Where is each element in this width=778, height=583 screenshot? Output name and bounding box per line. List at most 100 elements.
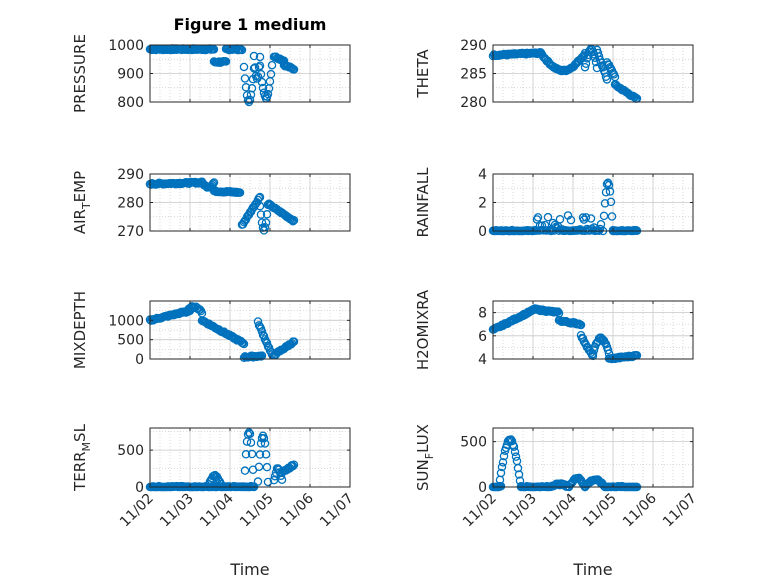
data-point — [289, 65, 299, 74]
data-point — [255, 450, 265, 459]
data-point — [586, 214, 596, 223]
data-point — [499, 451, 509, 461]
data-point — [245, 429, 255, 439]
data-series — [488, 435, 642, 492]
data-point — [600, 199, 610, 208]
data-point — [512, 456, 522, 466]
x-tick-label: 11/03 — [157, 491, 197, 531]
data-point — [555, 214, 565, 224]
subplot-4: 0 2 4 RAINFALL — [414, 167, 694, 240]
y-axis-label: MIXDEPTH — [71, 291, 89, 369]
data-series — [145, 428, 299, 492]
data-point — [599, 211, 609, 221]
y-tick-label: 290 — [117, 167, 144, 183]
data-point — [289, 215, 299, 225]
y-axis-label: H2OMIXRA — [414, 289, 432, 370]
data-point — [289, 337, 299, 346]
x-tick-label: 11/03 — [500, 491, 540, 531]
data-point — [249, 51, 259, 61]
data-point — [496, 468, 506, 478]
data-point — [240, 74, 250, 83]
y-tick-label: 500 — [460, 435, 487, 451]
y-axis-label: SUNFLUX — [414, 424, 436, 491]
data-point — [600, 338, 610, 348]
data-point — [267, 60, 277, 70]
data-point — [246, 438, 256, 447]
x-tick-label: 11/02 — [460, 491, 500, 531]
data-point — [247, 449, 257, 459]
x-axis-label: Time — [572, 560, 612, 579]
figure-title: Figure 1 medium — [174, 15, 327, 34]
data-point — [574, 319, 584, 328]
y-tick-label: 280 — [117, 196, 144, 212]
data-point — [244, 428, 254, 437]
data-series — [488, 44, 642, 103]
subplot-3: 270 280 290 AIRTEMP — [71, 167, 351, 240]
subplot-8: 0 500 SUNFLUX 11/02 11/03 11/04 11/05 11/06 11/0… — [414, 424, 700, 579]
data-point — [261, 450, 271, 459]
data-point — [238, 338, 248, 348]
data-point — [241, 83, 251, 92]
data-point — [262, 210, 272, 219]
data-point — [287, 63, 297, 73]
data-point — [289, 460, 299, 470]
data-point — [221, 57, 231, 66]
y-tick-label: 280 — [460, 95, 487, 111]
subplot-5: 0 500 1000 MIXDEPTH — [71, 291, 351, 369]
data-point — [262, 462, 272, 472]
y-axis-label: AIRTEMP — [71, 171, 93, 234]
data-point — [580, 62, 590, 72]
data-point — [533, 213, 543, 222]
x-tick-label: 11/07 — [660, 491, 700, 531]
data-point — [543, 212, 553, 222]
x-tick-label: 11/02 — [117, 491, 157, 531]
y-tick-label: 290 — [460, 38, 487, 54]
y-axis-label: RAINFALL — [414, 167, 432, 238]
y-tick-label: 900 — [117, 67, 144, 83]
x-tick-label: 11/04 — [197, 490, 237, 530]
y-tick-label: 0 — [478, 224, 487, 240]
data-point — [255, 201, 265, 211]
data-point — [258, 330, 268, 340]
data-point — [513, 463, 523, 473]
y-tick-label: 800 — [117, 95, 144, 111]
data-point — [254, 462, 264, 472]
y-tick-label: 8 — [478, 306, 487, 322]
data-point — [245, 95, 255, 105]
data-point — [510, 447, 520, 457]
data-point — [237, 45, 247, 55]
data-point — [601, 188, 611, 197]
data-point — [239, 62, 249, 72]
data-point — [255, 52, 265, 62]
subplot-7: 0 500 TERRMSL 11/02 11/03 11/04 11/05 11/06 11/0… — [71, 423, 357, 579]
y-tick-label: 285 — [460, 67, 487, 83]
data-point — [257, 77, 267, 87]
data-point — [266, 69, 276, 79]
data-point — [247, 84, 257, 93]
axes-box — [492, 427, 694, 488]
data-point — [507, 436, 517, 446]
data-point — [253, 317, 263, 326]
axes-box — [149, 300, 351, 360]
data-point — [576, 320, 586, 330]
data-point — [209, 45, 219, 54]
data-point — [596, 219, 606, 229]
data-point — [288, 216, 298, 226]
data-point — [514, 470, 524, 479]
data-point — [261, 218, 271, 227]
data-point — [506, 435, 516, 444]
data-point — [587, 350, 597, 360]
data-point — [240, 466, 250, 475]
data-point — [235, 188, 245, 197]
data-series — [145, 44, 299, 107]
data-point — [260, 439, 270, 448]
x-tick-label: 11/05 — [237, 491, 277, 531]
data-point — [553, 307, 563, 316]
axes-box — [492, 300, 694, 360]
data-point — [256, 352, 266, 361]
data-point — [259, 433, 269, 443]
y-tick-label: 500 — [117, 333, 144, 349]
data-point — [540, 220, 550, 230]
y-tick-label: 270 — [117, 224, 144, 240]
y-tick-label: 1000 — [108, 313, 144, 329]
